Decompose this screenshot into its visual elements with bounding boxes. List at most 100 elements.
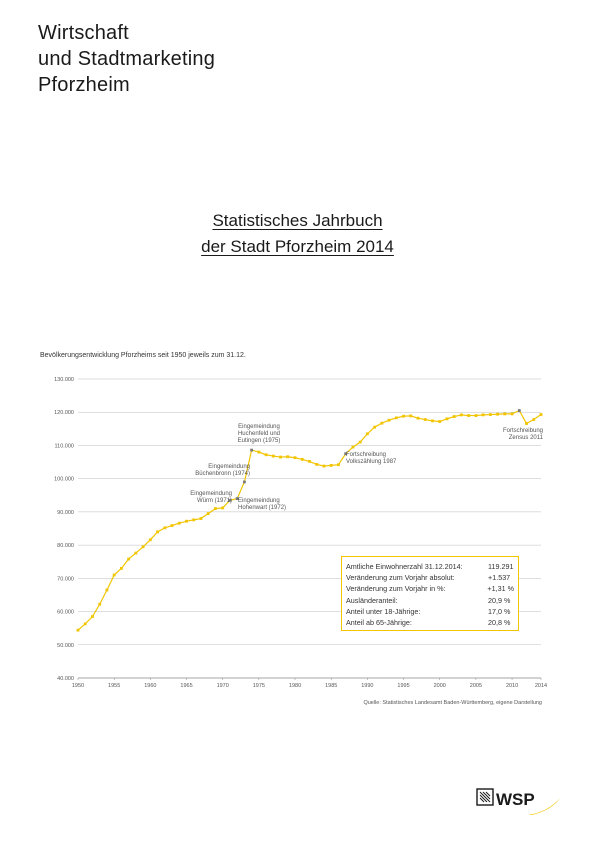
special-data-point <box>235 497 239 500</box>
data-point <box>83 622 87 626</box>
y-tick-label: 50.000 <box>57 643 74 649</box>
wsp-logo: WSP <box>476 788 560 815</box>
data-point <box>177 521 181 525</box>
data-point <box>148 538 152 542</box>
data-point <box>98 602 102 606</box>
info-row: Veränderung zum Vorjahr in %: +1,31 % <box>346 583 514 594</box>
data-point <box>409 414 413 418</box>
data-point <box>416 416 420 420</box>
y-tick-label: 40.000 <box>57 676 74 682</box>
data-point <box>257 450 261 454</box>
x-tick-label: 1990 <box>361 683 373 689</box>
data-point <box>423 418 427 421</box>
data-point <box>170 524 174 527</box>
data-point <box>185 519 188 523</box>
data-point <box>105 588 109 592</box>
doc-title-line-2: der Stadt Pforzheim 2014 <box>201 237 394 256</box>
chart-caption: Bevölkerungsentwicklung Pforzheims seit … <box>40 352 246 359</box>
info-value: +1.537 <box>488 573 511 583</box>
y-tick-label: 110.000 <box>55 443 74 449</box>
info-value: 119.291 <box>488 562 514 571</box>
special-data-point <box>344 452 348 456</box>
data-point <box>264 453 268 457</box>
y-tick-label: 100.000 <box>54 477 74 483</box>
data-point <box>431 419 434 423</box>
x-tick-label: 1985 <box>325 683 337 689</box>
x-tick-label: 1970 <box>217 683 229 689</box>
data-point <box>438 420 442 423</box>
y-tick-label: 70.000 <box>57 576 74 582</box>
data-point <box>402 414 405 418</box>
chart-annotation: Fortschreibung <box>346 452 386 458</box>
doc-title-line-1: Statistisches Jahrbuch <box>212 211 383 230</box>
data-point <box>503 412 507 416</box>
data-point <box>279 455 282 459</box>
info-label: Veränderung zum Vorjahr absolut: <box>346 573 455 583</box>
data-point <box>329 463 333 467</box>
x-tick-label: 1980 <box>289 683 301 689</box>
data-point <box>192 518 196 522</box>
special-data-point <box>228 498 232 502</box>
data-point <box>387 418 391 422</box>
data-point <box>300 457 304 461</box>
data-point <box>488 413 492 416</box>
info-row: Anteil unter 18-Jährige: 17,0 % <box>346 606 514 617</box>
org-line-3: Pforzheim <box>38 74 130 96</box>
info-row: Anteil ab 65-Jährige: 20,8 % <box>346 617 514 628</box>
y-tick-label: 130.000 <box>54 377 74 383</box>
info-value: 20,8 % <box>488 618 511 628</box>
info-label: Veränderung zum Vorjahr in %: <box>346 584 446 594</box>
chart-annotation: Würm (1971) <box>197 498 232 504</box>
chart-annotation: Eingemeindung <box>238 498 280 504</box>
data-point <box>394 416 398 420</box>
data-point <box>532 418 536 421</box>
x-tick-label: 2000 <box>434 683 446 689</box>
chart-annotation: Hohenwart (1972) <box>238 505 286 511</box>
chart-annotation: Eingemeindung <box>238 424 280 430</box>
info-row: Veränderung zum Vorjahr absolut: +1.537 <box>346 572 514 583</box>
data-point <box>120 566 123 570</box>
x-tick-label: 1950 <box>72 683 84 689</box>
info-row: Amtliche Einwohnerzahl 31.12.2014: 119.2… <box>346 561 514 572</box>
data-point <box>351 445 355 449</box>
chart-annotation: Eingemeindung <box>208 464 250 470</box>
wsp-logo-icon <box>476 788 494 806</box>
data-point <box>337 463 340 467</box>
data-point <box>510 412 514 416</box>
y-tick-label: 120.000 <box>54 410 74 416</box>
x-tick-label: 2005 <box>470 683 482 689</box>
data-point <box>474 414 478 417</box>
data-point <box>206 512 210 515</box>
info-row: Ausländeranteil: 20,9 % <box>346 595 514 606</box>
data-point <box>286 455 290 459</box>
org-line-2: und Stadtmarketing <box>38 48 216 70</box>
org-line-1: Wirtschaft <box>38 22 129 44</box>
x-tick-label: 1960 <box>144 683 156 689</box>
chart-annotation: Zensus 2011 <box>509 435 544 441</box>
x-tick-label: 1955 <box>108 683 120 689</box>
data-point <box>293 456 297 460</box>
data-point <box>127 557 131 561</box>
info-label: Ausländeranteil: <box>346 595 398 605</box>
data-point <box>373 425 377 429</box>
data-point <box>134 551 138 555</box>
data-point <box>156 530 159 534</box>
data-point <box>76 628 80 632</box>
data-point <box>315 462 319 466</box>
organization-title: Wirtschaft und Stadtmarketing Pforzheim <box>38 20 215 98</box>
data-point <box>539 413 543 416</box>
info-label: Amtliche Einwohnerzahl 31.12.2014: <box>346 562 463 571</box>
chart-annotation: Eutingen (1975) <box>238 438 281 444</box>
y-tick-label: 80.000 <box>57 543 74 549</box>
y-tick-label: 90.000 <box>57 510 74 516</box>
data-point <box>141 545 145 549</box>
info-label: Anteil unter 18-Jährige: <box>346 606 421 616</box>
chart-source-note: Quelle: Statistisches Landesamt Baden-Wü… <box>363 700 542 706</box>
info-value: 20,9 % <box>488 595 511 605</box>
data-point <box>91 615 94 618</box>
info-label: Anteil ab 65-Jährige: <box>346 618 412 628</box>
data-point <box>358 440 362 444</box>
special-data-point <box>242 480 246 484</box>
data-point <box>452 415 456 418</box>
